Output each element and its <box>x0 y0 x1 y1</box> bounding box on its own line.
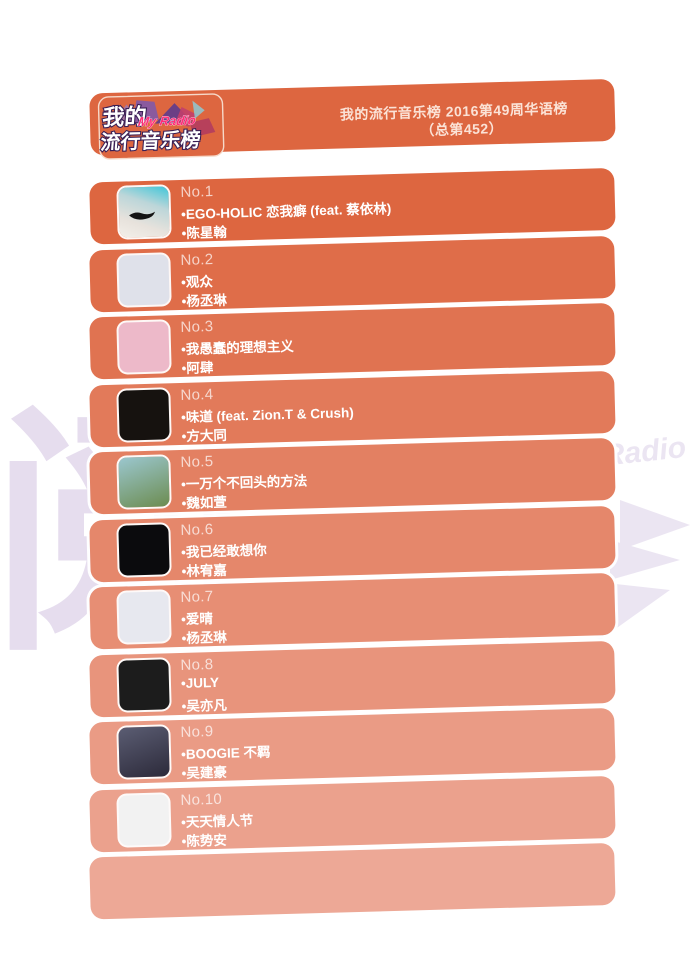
svg-text:流行音乐榜: 流行音乐榜 <box>100 127 202 154</box>
svg-text:My Radio: My Radio <box>137 113 197 130</box>
